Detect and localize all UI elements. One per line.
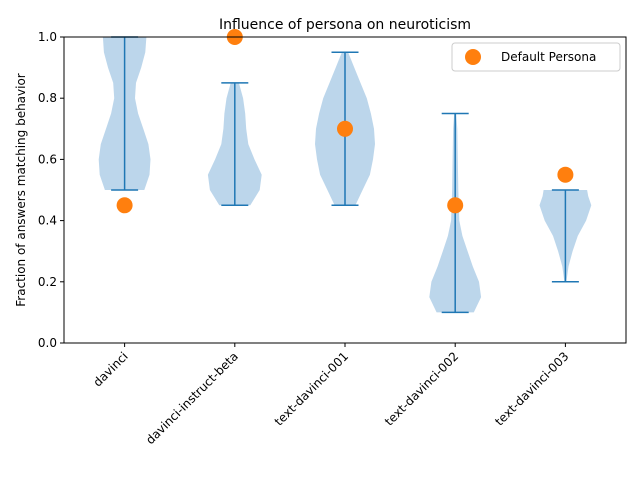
default-persona-point-4 [557,166,574,183]
y-axis-label: Fraction of answers matching behavior [14,73,28,307]
y-tick-label-0: 0.0 [38,336,57,350]
y-tick-label-2: 0.4 [38,214,57,228]
y-axis: 0.0 0.2 0.4 0.6 0.8 1.0 [38,30,64,350]
plot-area [98,29,592,314]
y-tick-label-3: 0.6 [38,152,57,166]
default-persona-point-2 [337,120,353,137]
y-tick-label-5: 1.0 [38,30,57,44]
default-persona-point-3 [447,197,464,214]
y-tick-label-4: 0.8 [38,91,57,105]
chart-title: Influence of persona on neuroticism [219,17,471,33]
legend: Default Persona [451,42,621,72]
legend-label-default-persona: Default Persona [501,50,596,64]
legend-box [451,42,621,72]
legend-marker [465,49,481,65]
y-tick-label-1: 0.2 [38,275,57,289]
default-persona-point-0 [116,197,133,214]
